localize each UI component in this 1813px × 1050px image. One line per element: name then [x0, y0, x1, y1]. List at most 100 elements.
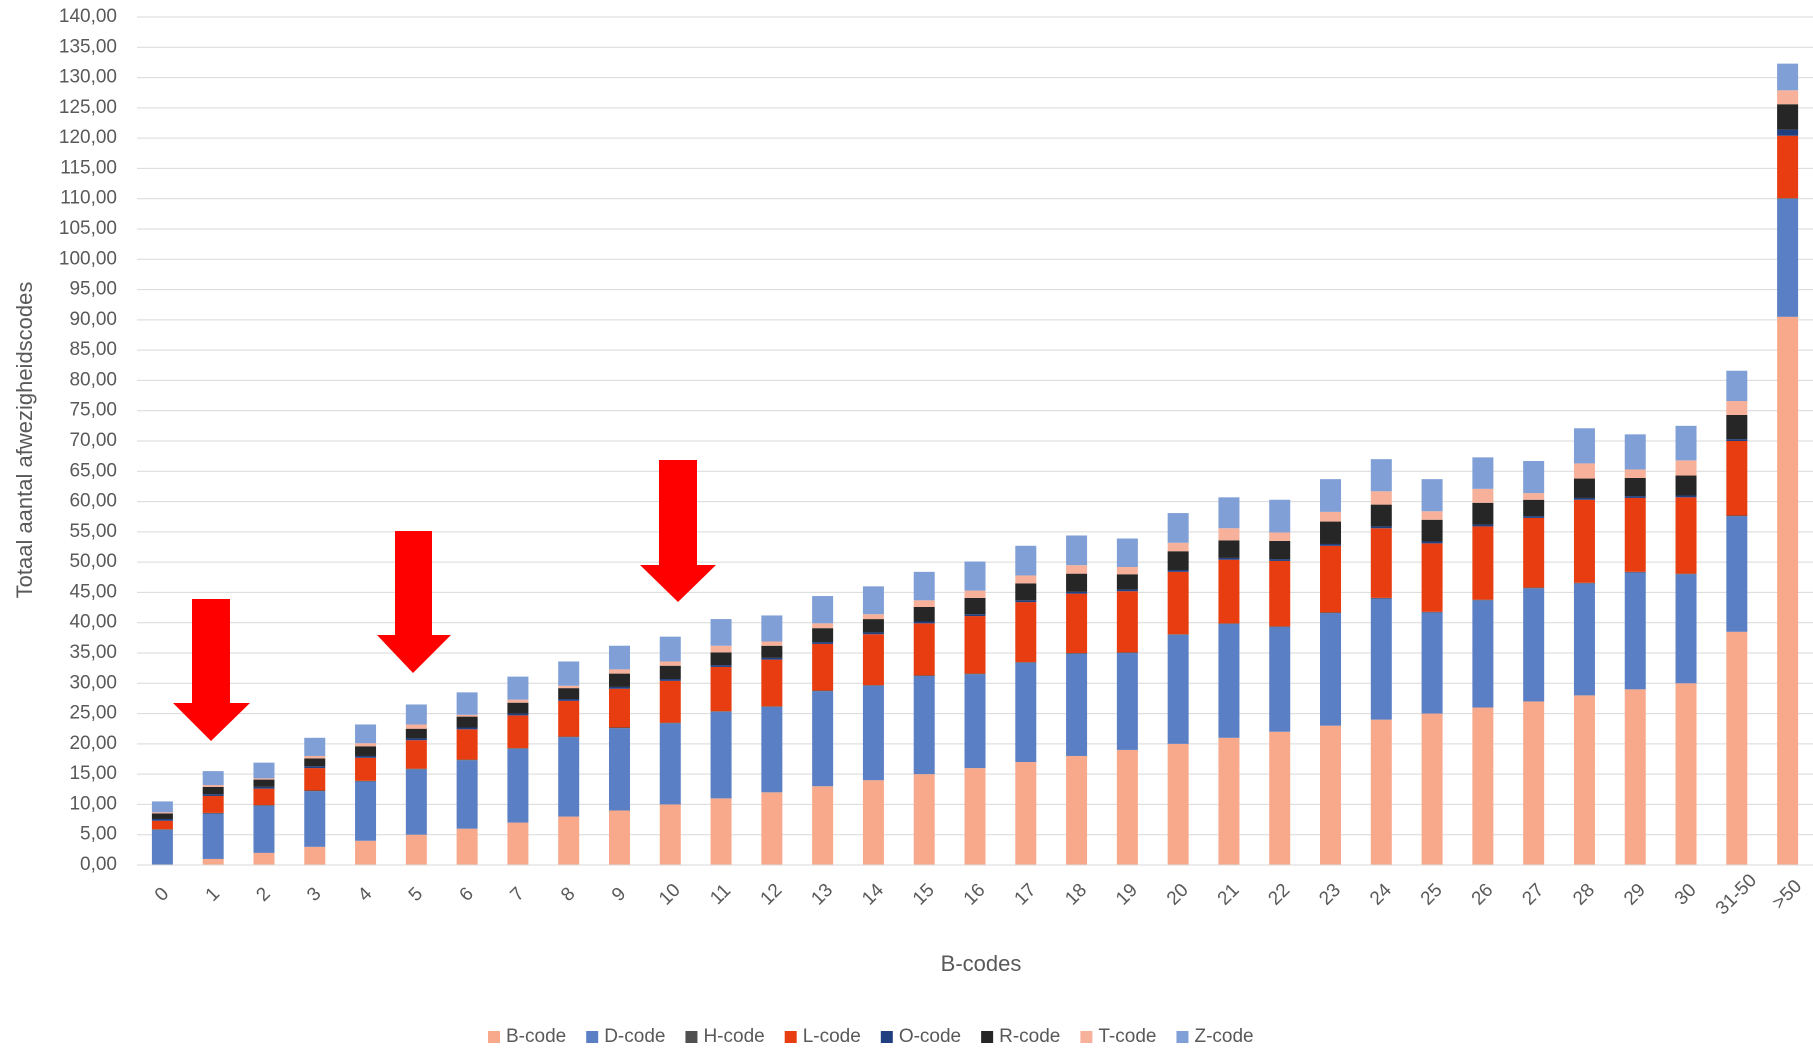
bar-segment	[1624, 572, 1646, 690]
legend-swatch	[981, 1031, 994, 1043]
bar-segment	[456, 760, 478, 829]
bar-segment	[1624, 469, 1646, 478]
bar-segment	[1472, 457, 1494, 489]
x-tick-label: 17	[1011, 880, 1041, 910]
bar-segment	[355, 780, 377, 782]
bar-segment	[1726, 370, 1748, 402]
bar-segment	[355, 743, 377, 747]
bar-segment	[1726, 516, 1748, 632]
bar-segment	[1167, 542, 1189, 552]
bar-segment	[964, 561, 986, 591]
x-tick-label: 2	[252, 883, 274, 905]
bar-segment	[405, 769, 427, 835]
bar-segment	[1218, 557, 1240, 560]
bar-segment	[355, 781, 377, 841]
y-tick-label: 120,00	[59, 127, 117, 148]
bar-segment	[659, 804, 681, 865]
bar-segment	[964, 674, 986, 769]
bar-segment	[812, 642, 834, 644]
legend-swatch	[880, 1031, 893, 1043]
plot	[137, 16, 1813, 866]
y-tick-label: 105,00	[59, 218, 117, 239]
bar-segment	[151, 818, 173, 821]
bar-segment	[507, 748, 529, 823]
bar-segment	[1523, 517, 1545, 588]
bar-segment	[659, 722, 681, 724]
bar-segment	[1777, 129, 1799, 136]
bar-segment	[405, 724, 427, 729]
bar-segment	[304, 790, 326, 792]
bar-segment	[1370, 491, 1392, 505]
bar-segment	[1573, 463, 1595, 479]
bar-segment	[913, 675, 935, 677]
bar-segment	[1370, 459, 1392, 492]
legend-label: Z-code	[1194, 1026, 1253, 1047]
bar-segment	[1320, 521, 1342, 544]
bar-segment	[1523, 516, 1545, 518]
y-tick-label: 90,00	[69, 309, 117, 330]
bar-segment	[1573, 499, 1595, 583]
y-tick-label: 30,00	[69, 672, 117, 693]
bar-segment	[1167, 634, 1189, 744]
y-tick-label: 115,00	[60, 157, 117, 178]
bar-segment	[1066, 755, 1088, 865]
bar-segment	[710, 666, 732, 712]
bar-segment	[862, 614, 884, 620]
x-tick-label: 15	[909, 880, 939, 910]
bar-segment	[913, 600, 935, 607]
x-tick-label: 26	[1468, 880, 1498, 910]
y-tick-label: 25,00	[69, 703, 117, 724]
bar-segment	[355, 840, 377, 865]
bar-segment	[862, 685, 884, 686]
bar-segment	[964, 614, 986, 617]
bar-segment	[1421, 543, 1443, 612]
bar-segment	[761, 659, 783, 707]
x-tick-label: 28	[1569, 880, 1599, 910]
bar-segment	[608, 669, 630, 674]
y-tick-label: 55,00	[69, 521, 117, 542]
legend-label: L-code	[803, 1026, 861, 1047]
x-axis-title: B-codes	[941, 951, 1022, 976]
bar-segment	[1523, 701, 1545, 865]
bar-segment	[964, 616, 986, 674]
bar-segment	[862, 586, 884, 615]
x-tick-label: 30	[1671, 880, 1701, 910]
bar-segment	[761, 657, 783, 660]
bar-segment	[1523, 460, 1545, 494]
x-tick-label: 4	[354, 883, 377, 906]
y-tick-label: 15,00	[69, 763, 117, 784]
y-tick-label: 0,00	[80, 854, 117, 875]
bar-segment	[608, 728, 630, 811]
bar-segment	[1421, 519, 1443, 542]
bar-segment	[608, 645, 630, 670]
x-tick-label: 0	[151, 883, 173, 905]
bar-segment	[1066, 653, 1088, 756]
y-tick-label: 50,00	[69, 551, 117, 572]
bar-segment	[1015, 583, 1037, 601]
y-tick-label: 70,00	[69, 430, 117, 451]
bar-segment	[913, 571, 935, 601]
bar-segment	[304, 766, 326, 769]
x-tick-label: 11	[706, 880, 735, 909]
x-tick-label: 29	[1620, 880, 1650, 910]
bar-segment	[507, 702, 529, 714]
bar-segment	[1523, 499, 1545, 517]
bar-segment	[1218, 540, 1240, 558]
bar-segment	[1015, 662, 1037, 663]
bar-segment	[812, 786, 834, 865]
y-axis-title: Totaal aantal afwezigheidscodes	[12, 282, 37, 599]
bar-segment	[1218, 497, 1240, 529]
bar-segment	[1116, 749, 1138, 865]
arrow	[377, 531, 451, 673]
bar-segment	[1675, 425, 1697, 461]
bar-segment	[1320, 545, 1342, 613]
bar-segment	[1573, 428, 1595, 464]
bar-segment	[1675, 497, 1697, 574]
y-tick-label: 135,00	[59, 36, 117, 57]
bar-segment	[710, 652, 732, 666]
bar-segment	[304, 846, 326, 865]
bar-segment	[405, 740, 427, 769]
bar-segment	[1218, 528, 1240, 541]
bar-segment	[151, 829, 173, 830]
bar-segment	[456, 729, 478, 760]
